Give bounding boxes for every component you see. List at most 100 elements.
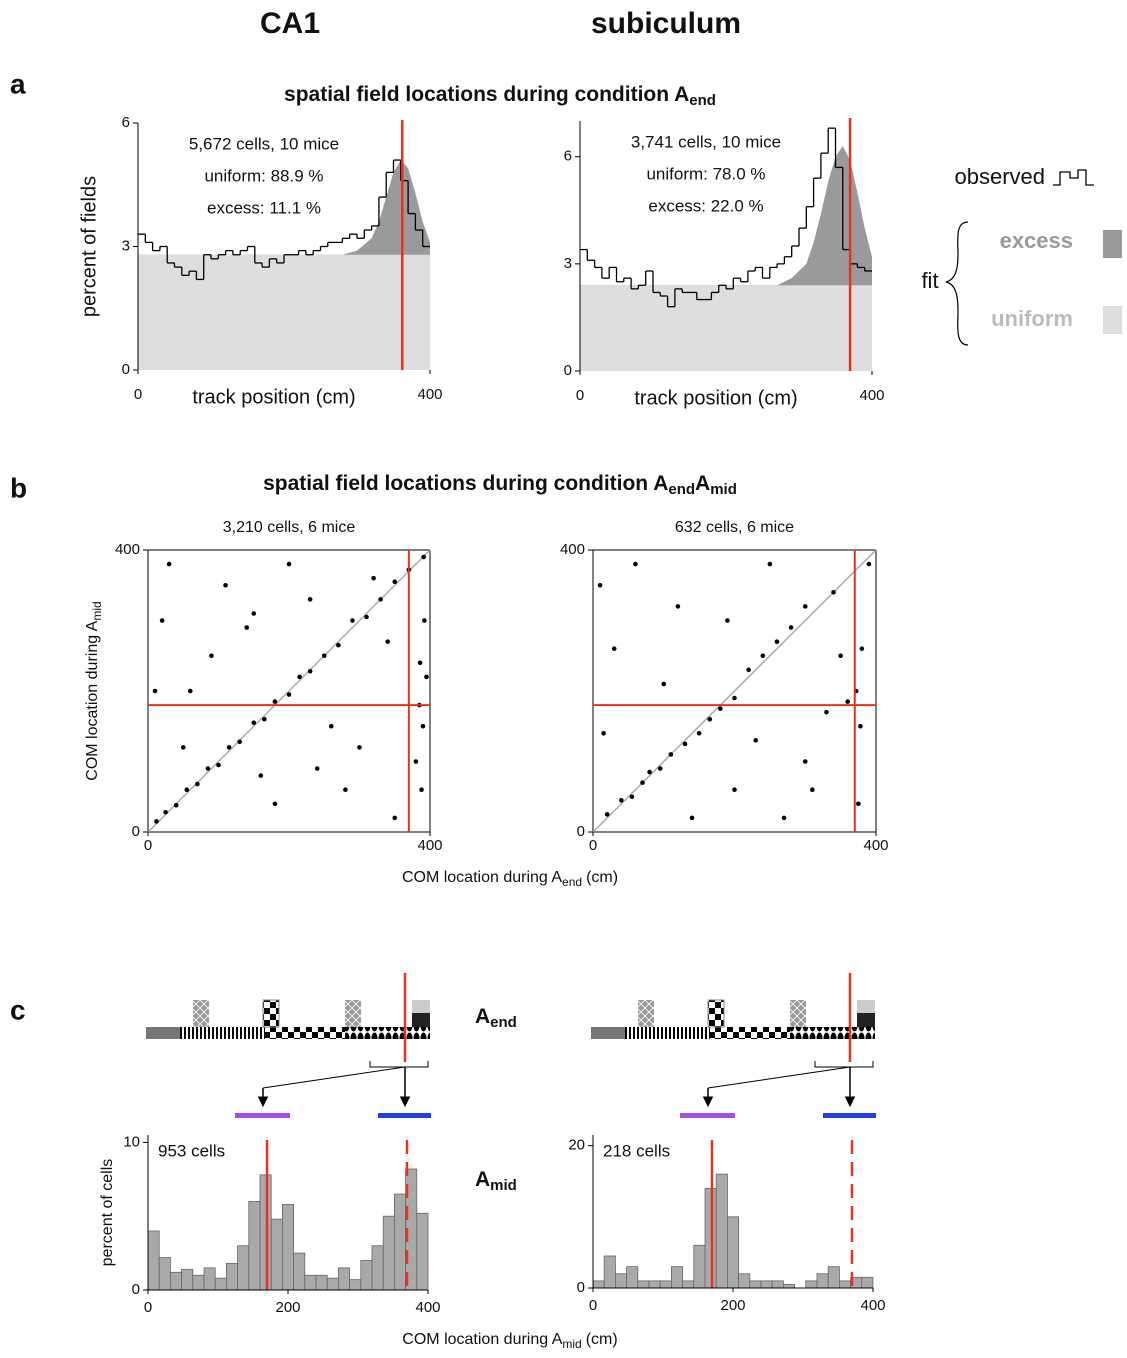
point: [838, 653, 843, 659]
point: [392, 815, 398, 821]
y-tick-label: 0: [577, 1279, 585, 1296]
title-sub: end: [689, 92, 716, 109]
point: [223, 582, 228, 588]
bar: [203, 1267, 216, 1291]
panel-letter: b: [10, 472, 27, 503]
bar: [771, 1280, 784, 1289]
x-tick-label: 0: [589, 1297, 597, 1314]
point: [163, 809, 168, 815]
bar: [337, 1267, 350, 1291]
identity-line: [147, 549, 431, 833]
panel-title: spatial field locations during condition…: [284, 83, 716, 109]
bar: [270, 1218, 283, 1291]
y-tick-label: 400: [115, 541, 140, 558]
point: [422, 618, 427, 623]
track-diagram: [146, 973, 431, 1118]
bar: [360, 1260, 373, 1291]
bar: [382, 1215, 395, 1291]
point: [633, 561, 638, 567]
y-axis-label: COM location during Amid: [84, 601, 104, 780]
point: [859, 646, 865, 651]
point: [159, 618, 165, 623]
annotation: excess: 11.1 %: [207, 198, 321, 217]
legend-label: fit: [921, 268, 938, 293]
point: [195, 781, 200, 787]
point: [154, 819, 159, 824]
zone-bar: [235, 1113, 290, 1118]
plot-frame: [147, 549, 431, 833]
point: [858, 723, 863, 729]
bar: [259, 1174, 272, 1291]
annotation: uniform: 88.9 %: [204, 166, 323, 185]
legend-swatch: [1103, 306, 1122, 334]
bar: [738, 1273, 751, 1289]
point: [866, 561, 872, 567]
bar: [671, 1266, 684, 1289]
bar: [147, 1230, 160, 1291]
point: [689, 815, 695, 821]
bar: [659, 1280, 672, 1289]
label-text: COM location during A: [402, 1331, 562, 1348]
point: [767, 561, 773, 567]
point: [184, 787, 190, 792]
label-unit: (cm): [586, 869, 618, 886]
point: [788, 625, 794, 630]
x-tick-label: 400: [859, 387, 884, 404]
x-tick-label: 400: [417, 386, 442, 403]
point: [286, 692, 292, 697]
x-tick-label: 0: [144, 1299, 152, 1316]
bar: [293, 1252, 306, 1291]
bar: [637, 1280, 650, 1289]
bar: [839, 1280, 852, 1289]
bar: [816, 1273, 829, 1289]
bar: [827, 1266, 840, 1289]
point: [682, 741, 688, 747]
y-tick-label: 3: [122, 237, 130, 254]
bar: [315, 1274, 328, 1291]
point: [357, 745, 362, 750]
point: [413, 759, 419, 764]
x-axis-label: COM location during Aend (cm): [402, 869, 618, 889]
bar: [760, 1280, 773, 1289]
point: [424, 674, 429, 680]
point: [419, 787, 424, 792]
bar: [715, 1173, 728, 1289]
bar: [805, 1280, 818, 1289]
track-segment: [146, 1027, 180, 1039]
y-tick-label: 400: [560, 541, 585, 558]
annotation: uniform: 78.0 %: [646, 164, 765, 183]
y-tick-label: 10: [123, 1133, 140, 1150]
point: [307, 668, 313, 674]
point: [597, 582, 603, 588]
bar: [169, 1271, 182, 1291]
bar: [192, 1274, 205, 1291]
x-axis-label: track position (cm): [634, 387, 797, 409]
bar: [248, 1201, 261, 1291]
landmark: [193, 1000, 209, 1027]
point: [336, 642, 341, 648]
point: [718, 706, 723, 711]
point: [668, 752, 674, 757]
fit-uniform-area: [580, 285, 872, 371]
y-axis-label: percent of fields: [78, 176, 100, 317]
point: [205, 766, 211, 771]
point: [810, 787, 815, 792]
point: [802, 759, 808, 764]
point: [237, 739, 242, 745]
landmark: [412, 1013, 430, 1027]
point: [845, 699, 850, 704]
track-segment: [345, 1027, 430, 1039]
annotation: 3,210 cells, 6 mice: [223, 519, 356, 536]
point: [725, 618, 730, 623]
point: [675, 604, 681, 609]
y-tick-label: 3: [564, 255, 572, 272]
column-header: CA1: [260, 7, 320, 40]
annotation: excess: 22.0 %: [648, 196, 763, 215]
track-diagram: [591, 973, 876, 1118]
bar: [603, 1255, 616, 1289]
panel-letter: c: [10, 994, 26, 1025]
point: [378, 597, 383, 602]
annotation: 632 cells, 6 mice: [675, 519, 794, 536]
label-text: percent of cells: [99, 1159, 116, 1267]
